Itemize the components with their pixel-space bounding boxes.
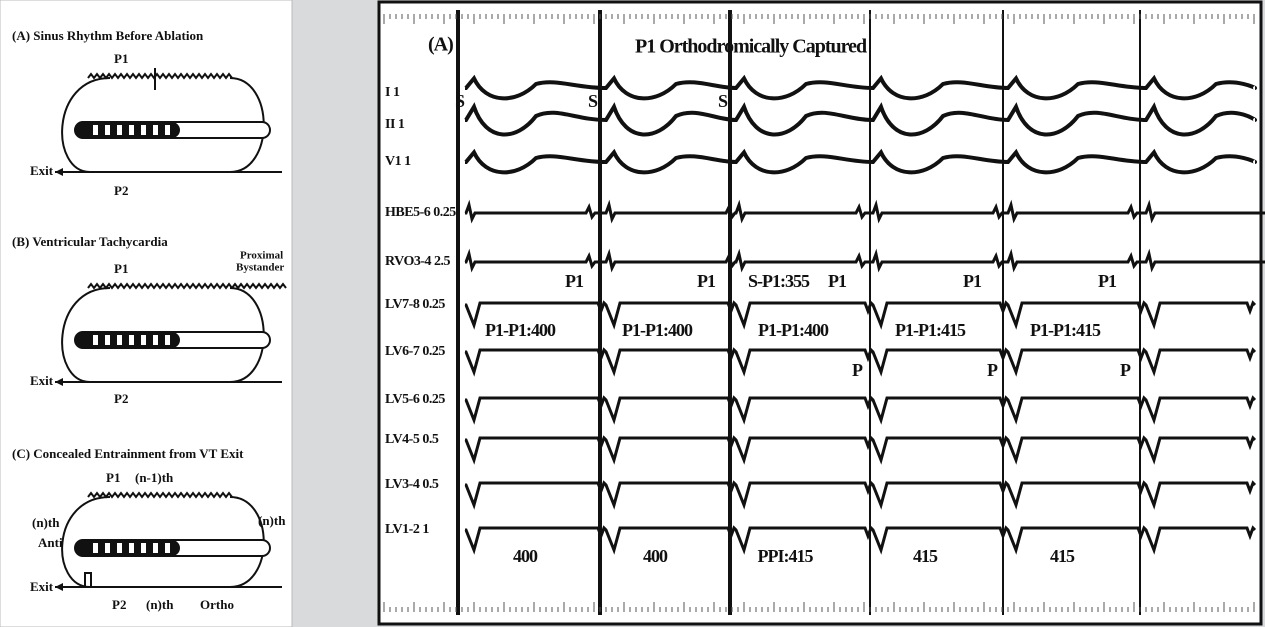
label: (n)th	[146, 597, 174, 612]
electrode-gap	[93, 543, 98, 553]
diagram-title: (A) Sinus Rhythm Before Ablation	[12, 28, 204, 43]
p-marker: P	[852, 360, 863, 380]
lead-label: LV4-5 0.5	[385, 432, 439, 447]
panel-label: (A)	[428, 34, 453, 56]
label: Anti	[38, 535, 63, 550]
lead-label: LV3-4 0.5	[385, 477, 439, 492]
label: Exit	[30, 373, 54, 388]
p1-interval: P1-P1:400	[622, 320, 693, 340]
electrode-gap	[129, 125, 134, 135]
diagram-title: (C) Concealed Entrainment from VT Exit	[12, 446, 244, 461]
interval-label: 415	[913, 546, 938, 566]
electrode-segment	[75, 332, 180, 348]
interval-label: 415	[1050, 546, 1075, 566]
electrode-gap	[105, 335, 110, 345]
interval-label: PPI:415	[758, 546, 814, 566]
electrode-gap	[165, 543, 170, 553]
stimulus-label: S	[588, 91, 598, 111]
electrode-gap	[153, 543, 158, 553]
p-marker: P	[987, 360, 998, 380]
electrode-gap	[129, 335, 134, 345]
label: P1	[106, 470, 120, 485]
electrode-segment	[75, 540, 180, 556]
p-marker: P	[1120, 360, 1131, 380]
p1-marker: P1	[1098, 271, 1117, 291]
label: Proximal	[240, 250, 283, 262]
label: Bystander	[236, 262, 284, 274]
lead-label: V1 1	[385, 154, 411, 169]
interval-label: 400	[643, 546, 668, 566]
electrode-gap	[105, 125, 110, 135]
electrode-gap	[93, 125, 98, 135]
lead-label: HBE5-6 0.25	[385, 205, 456, 220]
electrode-gap	[93, 335, 98, 345]
lead-label: LV5-6 0.25	[385, 392, 445, 407]
p1-marker: P1	[697, 271, 716, 291]
label: Ortho	[200, 597, 234, 612]
interval-label: 400	[513, 546, 538, 566]
s-p1-label: S-P1:355	[748, 271, 810, 291]
electrode-gap	[141, 125, 146, 135]
p1-marker: P1	[565, 271, 584, 291]
p1-marker: P1	[828, 271, 847, 291]
electrode-gap	[117, 125, 122, 135]
lead-label: LV1-2 1	[385, 522, 429, 537]
stimulus-label: S	[455, 91, 465, 111]
electrode-gap	[141, 543, 146, 553]
panel-title: P1 Orthodromically Captured	[635, 36, 867, 58]
lead-label: LV7-8 0.25	[385, 297, 445, 312]
p1-interval: P1-P1:415	[895, 320, 966, 340]
diagram-title: (B) Ventricular Tachycardia	[12, 234, 168, 249]
label: (n)th	[32, 515, 60, 530]
right-panel	[379, 2, 1261, 624]
lead-label: I 1	[385, 85, 400, 100]
electrode-gap	[165, 125, 170, 135]
label: P2	[114, 183, 128, 198]
p1-interval: P1-P1:415	[1030, 320, 1101, 340]
label: Exit	[30, 579, 54, 594]
lead-label: LV6-7 0.25	[385, 344, 445, 359]
label: P1	[114, 51, 128, 66]
electrode-gap	[129, 543, 134, 553]
electrode-gap	[141, 335, 146, 345]
electrode-segment	[75, 122, 180, 138]
electrode-gap	[153, 335, 158, 345]
label: P2	[114, 391, 128, 406]
label: (n-1)th	[135, 470, 174, 485]
lead-label: RVO3-4 2.5	[385, 254, 451, 269]
stimulus-label: S	[718, 91, 728, 111]
label: P2	[112, 597, 126, 612]
p1-marker: P1	[963, 271, 982, 291]
label: P1	[114, 261, 128, 276]
electrode-gap	[105, 543, 110, 553]
electrode-gap	[153, 125, 158, 135]
electrode-gap	[117, 335, 122, 345]
figure: (A) Sinus Rhythm Before Ablation P1 Exit…	[0, 0, 1265, 627]
electrode-gap	[117, 543, 122, 553]
electrode-gap	[165, 335, 170, 345]
left-panel	[0, 0, 292, 627]
p1-interval: P1-P1:400	[485, 320, 556, 340]
label: Exit	[30, 163, 54, 178]
lead-label: II 1	[385, 117, 405, 132]
p1-interval: P1-P1:400	[758, 320, 829, 340]
